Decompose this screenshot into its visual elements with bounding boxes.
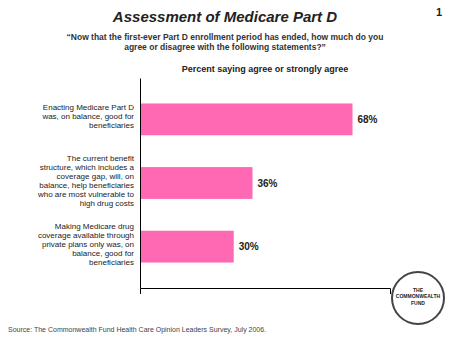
- title: Assessment of Medicare Part D: [112, 8, 337, 25]
- data-labels: 30% 36% 68%: [239, 114, 378, 252]
- data-label: 36%: [258, 178, 278, 189]
- text-line: coverage gap, will, on: [57, 172, 134, 181]
- bar: [140, 231, 234, 263]
- tick: Making Medicare drugcoverage available t…: [38, 222, 134, 267]
- subtitle: “Now that the first-ever Part D enrollme…: [67, 32, 384, 52]
- text-line: Enacting Medicare Part D: [43, 103, 134, 112]
- text-line: COMMONWEALTH: [396, 293, 441, 299]
- y-axis: Making Medicare drugcoverage available t…: [37, 79, 141, 289]
- page-number: 1: [436, 6, 442, 18]
- text-line: private plans only was, on: [42, 240, 134, 249]
- x-axis: [141, 289, 391, 295]
- tick-label: Making Medicare drugcoverage available t…: [38, 222, 134, 267]
- text-line: agree or disagree with the following sta…: [124, 42, 326, 52]
- text-line: coverage available through: [38, 231, 134, 240]
- axis-label: Percent saying agree or strongly agree: [182, 64, 349, 74]
- text-line: beneficiaries: [89, 258, 134, 267]
- logo-circle: [392, 272, 444, 324]
- text-line: The current benefit: [67, 154, 135, 163]
- text-line: balance, help beneficiaries: [39, 181, 134, 190]
- axis-line: [140, 79, 141, 289]
- source: Source: The Commonwealth Fund Health Car…: [8, 326, 266, 334]
- axis-line: [141, 289, 391, 295]
- text-line: high drug costs: [80, 199, 134, 208]
- bar: [140, 167, 253, 199]
- data-label: 30%: [239, 241, 259, 252]
- text-line: Making Medicare drug: [55, 222, 134, 231]
- text-line: THE: [413, 287, 424, 293]
- text-line: beneficiaries: [89, 121, 134, 130]
- tick: The current benefitstructure, which incl…: [37, 154, 135, 208]
- logo: THECOMMONWEALTHFUND: [392, 272, 444, 324]
- plot: Making Medicare drugcoverage available t…: [37, 79, 391, 295]
- text-line: “Now that the first-ever Part D enrollme…: [67, 32, 384, 42]
- text-line: structure, which includes a: [40, 163, 135, 172]
- tick-label: The current benefitstructure, which incl…: [37, 154, 135, 208]
- bars: [140, 103, 353, 262]
- chart: Assessment of Medicare Part D “Now that t…: [0, 0, 450, 338]
- text-line: FUND: [411, 300, 425, 306]
- text-line: balance, good for: [72, 249, 134, 258]
- tick: Enacting Medicare Part Dwas, on balance,…: [41, 103, 134, 130]
- bar: [140, 103, 353, 135]
- data-label: 68%: [358, 114, 378, 125]
- text-line: who are most vulnerable to: [37, 190, 135, 199]
- tick-label: Enacting Medicare Part Dwas, on balance,…: [41, 103, 134, 130]
- logo-text: THECOMMONWEALTHFUND: [396, 287, 441, 306]
- text-line: was, on balance, good for: [41, 112, 134, 121]
